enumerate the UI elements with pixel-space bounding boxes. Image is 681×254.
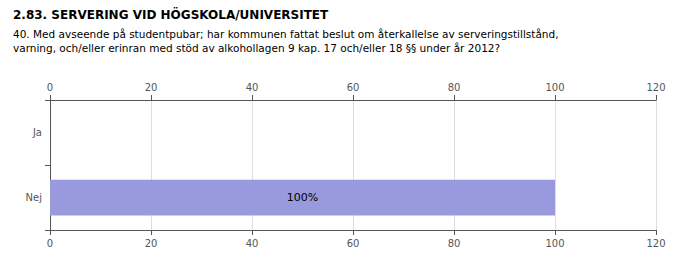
svg-text:20: 20 (145, 238, 158, 249)
svg-text:0: 0 (47, 238, 53, 249)
svg-text:20: 20 (145, 82, 158, 93)
svg-text:0: 0 (47, 82, 53, 93)
svg-text:60: 60 (347, 82, 360, 93)
svg-text:100%: 100% (287, 191, 318, 204)
svg-text:120: 120 (646, 82, 665, 93)
svg-text:60: 60 (347, 238, 360, 249)
svg-text:40. Med avseende på studentpub: 40. Med avseende på studentpubar; har ko… (13, 28, 558, 40)
svg-text:Nej: Nej (26, 192, 42, 203)
svg-text:120: 120 (646, 238, 665, 249)
svg-text:Ja: Ja (32, 127, 42, 138)
svg-text:80: 80 (448, 238, 461, 249)
svg-text:80: 80 (448, 82, 461, 93)
svg-text:100: 100 (545, 82, 564, 93)
svg-text:40: 40 (246, 82, 259, 93)
svg-text:40: 40 (246, 238, 259, 249)
svg-text:varning, och/eller erinran med: varning, och/eller erinran med stöd av a… (13, 42, 500, 54)
svg-text:100: 100 (545, 238, 564, 249)
svg-text:2.83. SERVERING VID HÖGSKOLA/U: 2.83. SERVERING VID HÖGSKOLA/UNIVERSITET (13, 7, 329, 22)
